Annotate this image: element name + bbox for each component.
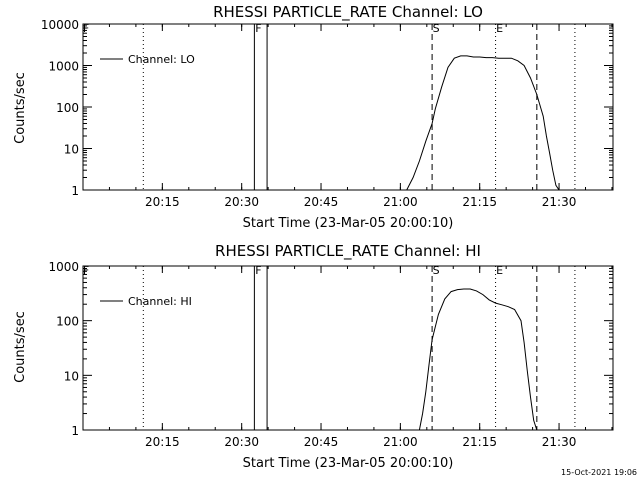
chart-panel-hi: RHESSI PARTICLE_RATE Channel: HI Counts/…	[13, 242, 614, 471]
x-tick-label: 20:15	[145, 435, 180, 449]
legend-label: Channel: LO	[128, 53, 195, 66]
marker-label: F	[255, 22, 261, 35]
chart-title: RHESSI PARTICLE_RATE Channel: HI	[215, 242, 481, 261]
x-tick-label: 21:15	[462, 435, 497, 449]
y-tick-label: 100	[56, 315, 79, 329]
legend-label: Channel: HI	[128, 295, 192, 308]
chart-title: RHESSI PARTICLE_RATE Channel: LO	[213, 3, 483, 22]
series-line	[418, 288, 538, 431]
marker-label: F	[255, 264, 261, 277]
plot-area: 20:15 20:30 20:45 21:00 21:15 21:30 1 10 100 1000…	[41, 18, 614, 209]
series-line	[406, 55, 560, 191]
y-tick-label: 1000	[48, 60, 79, 74]
marker-label: F	[83, 264, 89, 277]
chart-panel-lo: RHESSI PARTICLE_RATE Channel: LO Counts/…	[13, 3, 614, 231]
y-tick-label: 100	[56, 101, 79, 115]
y-tick-label: 1000	[48, 260, 79, 274]
x-axis-label: Start Time (23-Mar-05 20:00:10)	[243, 456, 454, 471]
marker-label: S	[433, 22, 440, 35]
x-tick-label: 20:15	[145, 195, 180, 209]
y-tick-label: 10	[64, 143, 79, 157]
marker-label: F	[83, 22, 89, 35]
generation-timestamp: 15-Oct-2021 19:06	[561, 468, 637, 477]
marker-label: E	[496, 264, 503, 277]
x-tick-label: 20:45	[304, 195, 339, 209]
y-tick-label: 1	[71, 184, 79, 198]
y-axis-label: Counts/sec	[13, 72, 28, 144]
x-tick-label: 20:30	[224, 435, 259, 449]
x-tick-label: 21:30	[542, 435, 577, 449]
x-tick-label: 21:00	[383, 195, 418, 209]
x-tick-label: 20:30	[224, 195, 259, 209]
y-tick-label: 10	[64, 369, 79, 383]
y-tick-label: 10000	[41, 18, 79, 32]
x-tick-label: 21:30	[542, 195, 577, 209]
plot-frame	[82, 23, 614, 191]
marker-label: E	[496, 22, 503, 35]
y-tick-label: 1	[71, 424, 79, 438]
marker-label: S	[433, 264, 440, 277]
x-tick-label: 21:00	[383, 435, 418, 449]
x-axis-label: Start Time (23-Mar-05 20:00:10)	[243, 216, 454, 231]
x-tick-label: 21:15	[462, 195, 497, 209]
y-axis-label: Counts/sec	[13, 311, 28, 383]
x-tick-label: 20:45	[304, 435, 339, 449]
plot-area: 20:15 20:30 20:45 21:00 21:15 21:30 1 10 100 1000…	[48, 260, 614, 449]
plot-frame	[82, 265, 614, 431]
